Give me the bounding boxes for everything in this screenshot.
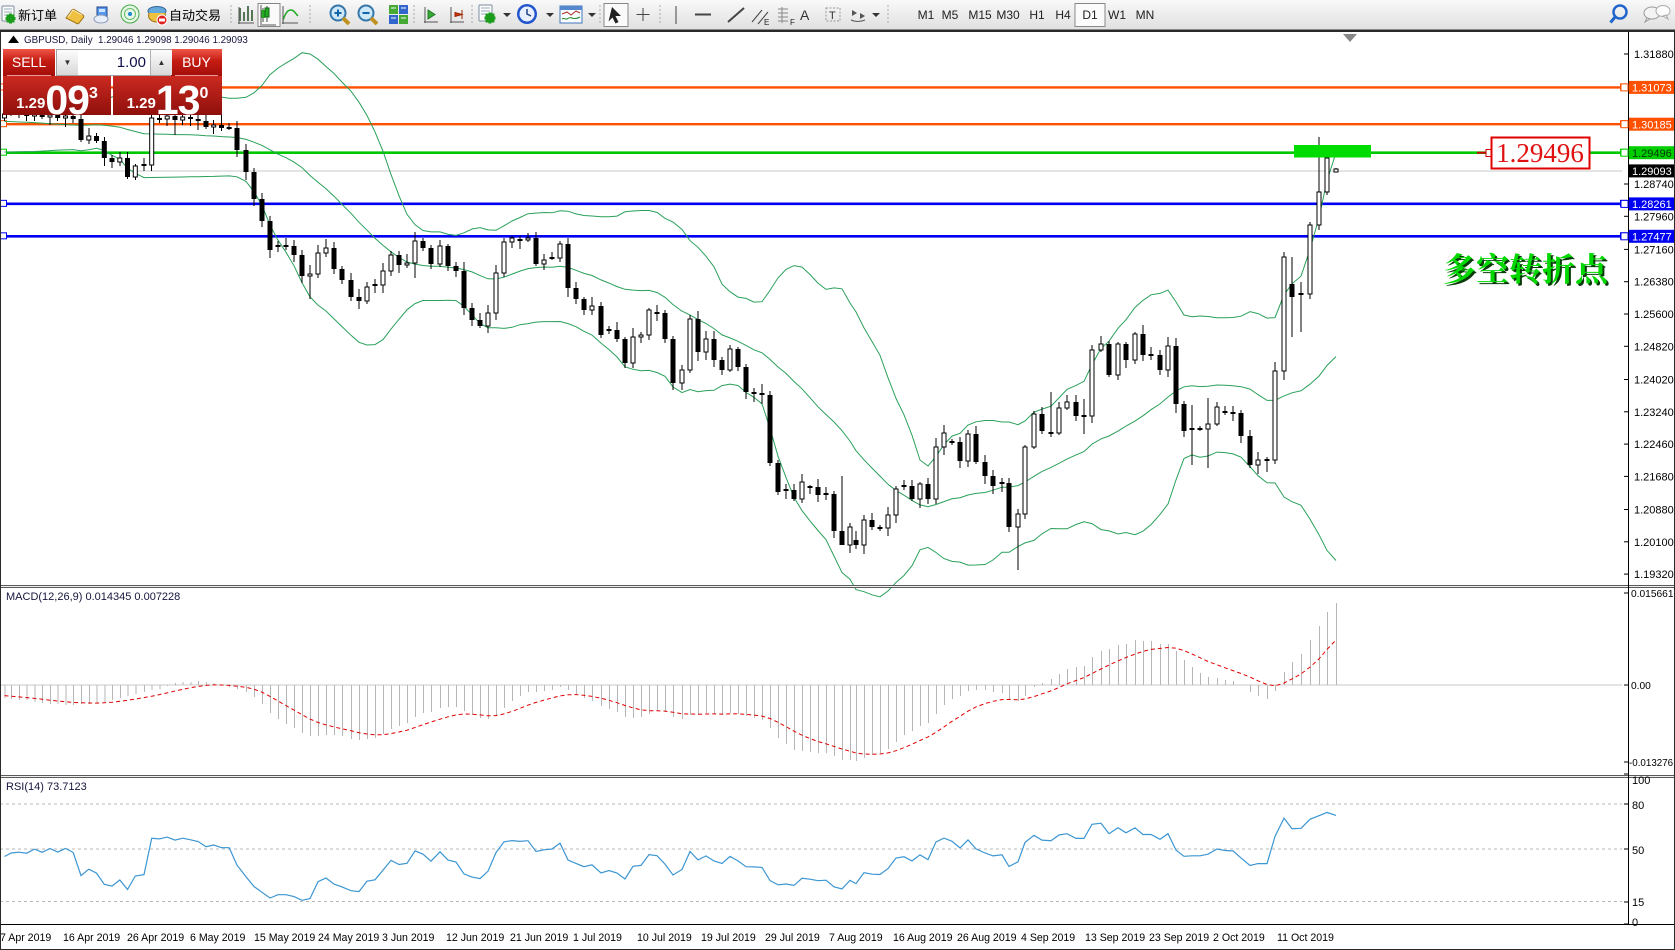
- svg-text:12 Jun 2019: 12 Jun 2019: [446, 932, 504, 944]
- svg-text:1.21680: 1.21680: [1634, 471, 1674, 483]
- svg-text:1.23240: 1.23240: [1634, 407, 1674, 419]
- svg-text:1.26380: 1.26380: [1634, 277, 1674, 289]
- svg-text:1.25600: 1.25600: [1634, 309, 1674, 321]
- svg-text:D1: D1: [1082, 8, 1098, 22]
- svg-text:1.27477: 1.27477: [1632, 232, 1672, 244]
- svg-text:1.24820: 1.24820: [1634, 341, 1674, 353]
- svg-text:29 Jul 2019: 29 Jul 2019: [765, 932, 820, 944]
- svg-text:50: 50: [1632, 845, 1644, 857]
- svg-text:T: T: [829, 10, 836, 22]
- svg-text:W1: W1: [1108, 8, 1126, 22]
- svg-text:16 Apr 2019: 16 Apr 2019: [63, 932, 120, 944]
- svg-text:1.31073: 1.31073: [1632, 83, 1672, 95]
- svg-text:7 Aug 2019: 7 Aug 2019: [829, 932, 883, 944]
- svg-text:F: F: [790, 18, 795, 27]
- svg-text:1.30185: 1.30185: [1632, 119, 1672, 131]
- svg-text:-0.013276: -0.013276: [1629, 758, 1674, 769]
- svg-text:0.00: 0.00: [1631, 681, 1651, 692]
- svg-text:4 Sep 2019: 4 Sep 2019: [1021, 932, 1075, 944]
- svg-text:26 Aug 2019: 26 Aug 2019: [957, 932, 1017, 944]
- svg-text:80: 80: [1632, 800, 1644, 812]
- svg-text:1.22460: 1.22460: [1634, 439, 1674, 451]
- svg-text:11 Oct 2019: 11 Oct 2019: [1277, 932, 1334, 944]
- svg-text:6 May 2019: 6 May 2019: [190, 932, 245, 944]
- svg-text:M5: M5: [942, 8, 959, 22]
- svg-text:1.27960: 1.27960: [1634, 211, 1674, 223]
- svg-text:GBPUSD, Daily 1.29046 1.29098: GBPUSD, Daily 1.29046 1.29098 1.29046 1.…: [24, 35, 248, 46]
- svg-text:23 Sep 2019: 23 Sep 2019: [1149, 932, 1209, 944]
- svg-text:1.24020: 1.24020: [1634, 375, 1674, 387]
- svg-text:1.29496: 1.29496: [1632, 148, 1672, 160]
- svg-text:1.28261: 1.28261: [1632, 199, 1672, 211]
- svg-text:1.31880: 1.31880: [1634, 49, 1674, 61]
- svg-text:1.28740: 1.28740: [1634, 179, 1674, 191]
- svg-text:16 Aug 2019: 16 Aug 2019: [893, 932, 953, 944]
- svg-text:0.015661: 0.015661: [1631, 589, 1674, 600]
- svg-text:1.20880: 1.20880: [1634, 505, 1674, 517]
- svg-text:MACD(12,26,9) 0.014345 0.00722: MACD(12,26,9) 0.014345 0.007228: [6, 591, 180, 603]
- svg-text:7 Apr 2019: 7 Apr 2019: [0, 932, 51, 944]
- svg-text:E: E: [764, 18, 769, 27]
- svg-text:21 Jun 2019: 21 Jun 2019: [510, 932, 568, 944]
- svg-text:MN: MN: [1136, 8, 1155, 22]
- svg-text:1.29496: 1.29496: [1496, 138, 1584, 168]
- svg-text:A: A: [800, 7, 810, 23]
- svg-text:24 May 2019: 24 May 2019: [318, 932, 379, 944]
- svg-text:13 Sep 2019: 13 Sep 2019: [1085, 932, 1145, 944]
- svg-text:M30: M30: [996, 8, 1020, 22]
- svg-text:1.19320: 1.19320: [1634, 569, 1674, 581]
- svg-text:15 May 2019: 15 May 2019: [254, 932, 315, 944]
- svg-text:0: 0: [1632, 917, 1638, 929]
- svg-text:10 Jul 2019: 10 Jul 2019: [637, 932, 692, 944]
- svg-text:1.20100: 1.20100: [1634, 537, 1674, 549]
- svg-text:M1: M1: [918, 8, 935, 22]
- svg-text:RSI(14) 73.7123: RSI(14) 73.7123: [6, 781, 87, 793]
- svg-text:M15: M15: [968, 8, 992, 22]
- svg-text:19 Jul 2019: 19 Jul 2019: [701, 932, 756, 944]
- svg-text:26 Apr 2019: 26 Apr 2019: [127, 932, 184, 944]
- svg-text:1.29093: 1.29093: [1632, 166, 1672, 178]
- svg-text:H4: H4: [1055, 8, 1071, 22]
- svg-text:1 Jul 2019: 1 Jul 2019: [573, 932, 622, 944]
- svg-text:3 Jun 2019: 3 Jun 2019: [382, 932, 435, 944]
- svg-text:1.27160: 1.27160: [1634, 244, 1674, 256]
- svg-text:H1: H1: [1029, 8, 1045, 22]
- svg-text:15: 15: [1632, 897, 1644, 909]
- svg-text:2 Oct 2019: 2 Oct 2019: [1213, 932, 1265, 944]
- svg-text:100: 100: [1632, 775, 1650, 787]
